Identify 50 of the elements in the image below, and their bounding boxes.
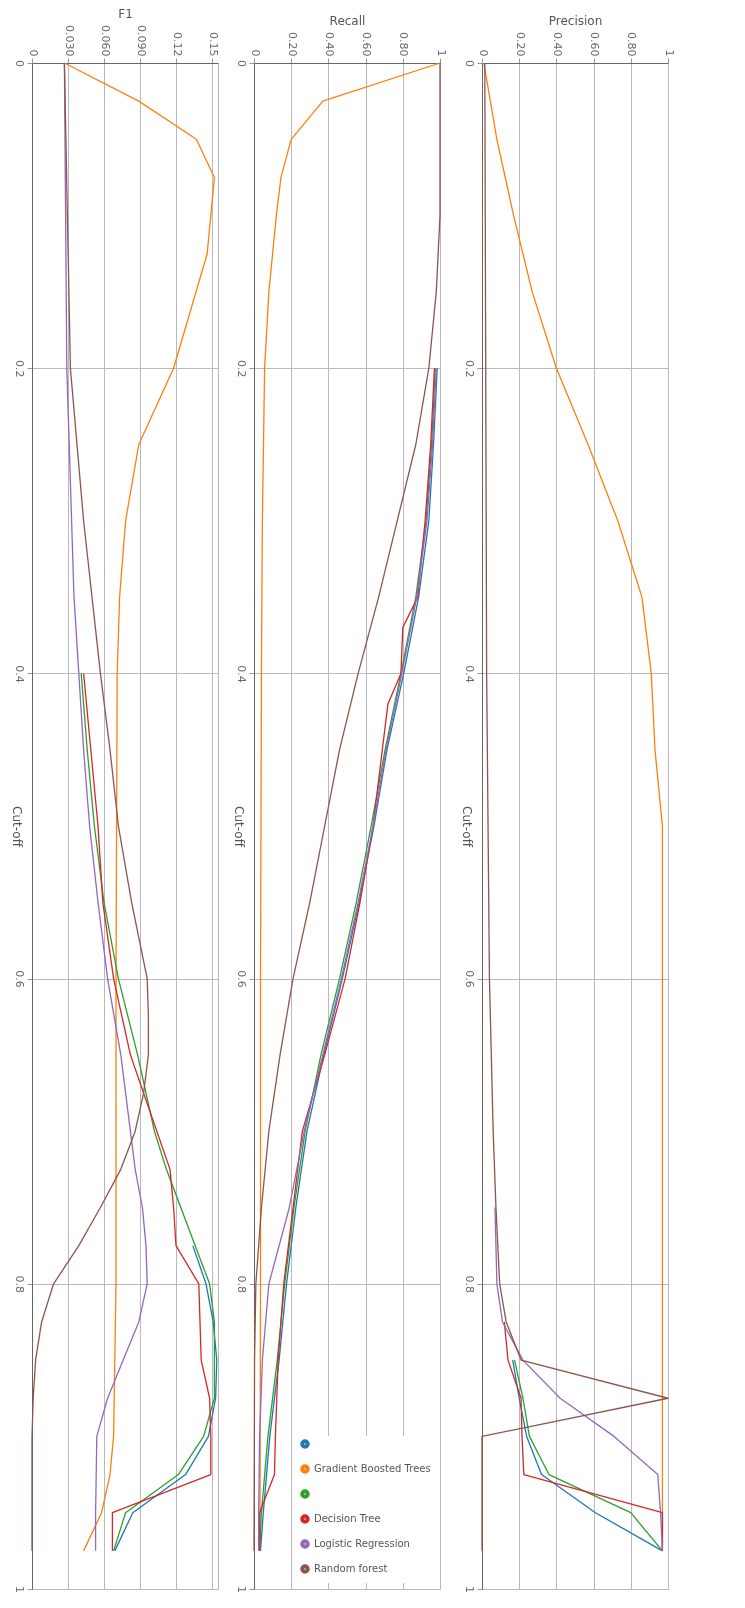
y-tick-label: 0	[234, 60, 248, 67]
y-tick-label: 0.2	[234, 359, 248, 378]
legend-label: Logistic Regression	[314, 1538, 410, 1549]
x-tick-label: 0.60	[588, 32, 602, 57]
legend-label: Decision Tree	[314, 1513, 381, 1524]
y-tick-label: 0.8	[462, 1275, 476, 1294]
x-tick-label: 1	[662, 49, 676, 57]
line-series	[63, 62, 216, 1552]
y-axis-title: Cut-off	[459, 806, 474, 848]
x-axis-title: Recall	[329, 14, 366, 29]
x-tick-label: 0.030	[62, 25, 76, 57]
x-tick-label: 0.15	[206, 32, 220, 57]
y-tick-label: 0.4	[234, 665, 248, 683]
y-tick-label: 0.8	[12, 1275, 26, 1294]
y-tick-label: 0.4	[12, 665, 26, 683]
legend-label: Gradient Boosted Trees	[314, 1463, 431, 1474]
y-tick-label: 1	[234, 1586, 248, 1593]
x-tick-label: 0.12	[170, 32, 184, 57]
legend-label: Random forest	[314, 1563, 388, 1574]
x-axis-title: Precision	[548, 14, 603, 29]
x-tick-label: 0.60	[360, 32, 374, 57]
x-tick-label: 0.060	[98, 25, 112, 57]
x-tick-label: 0.20	[285, 32, 299, 57]
y-tick-label: 0.2	[12, 359, 26, 378]
x-tick-label: 0	[476, 49, 490, 57]
x-tick-label: 1	[434, 49, 448, 57]
y-axis-title: Cut-off	[231, 806, 246, 848]
y-tick-label: 0.2	[462, 359, 476, 378]
y-tick-label: 0.6	[462, 970, 476, 988]
x-tick-label: 0.40	[322, 32, 336, 57]
y-tick-label: 0.6	[234, 970, 248, 988]
x-axis-title: F1	[118, 7, 133, 22]
x-tick-label: 0.40	[550, 32, 564, 57]
y-tick-label: 1	[462, 1586, 476, 1593]
line-series	[31, 62, 150, 1552]
line-series	[494, 1206, 664, 1552]
y-tick-label: 0.4	[462, 665, 476, 683]
x-tick-label: 0.80	[625, 32, 639, 57]
line-series	[114, 1245, 218, 1552]
y-tick-label: 0.8	[234, 1275, 248, 1294]
y-tick-label: 0	[462, 60, 476, 67]
y-tick-label: 1	[12, 1586, 26, 1593]
y-tick-label: 0	[12, 60, 26, 67]
x-tick-label: 0.090	[134, 25, 148, 57]
y-axis-title: Cut-off	[9, 806, 24, 848]
y-tick-label: 0.6	[12, 970, 26, 988]
x-tick-label: 0.80	[397, 32, 411, 57]
x-tick-label: 0	[248, 49, 262, 57]
x-tick-label: 0	[26, 49, 40, 57]
x-tick-label: 0.20	[513, 32, 527, 57]
